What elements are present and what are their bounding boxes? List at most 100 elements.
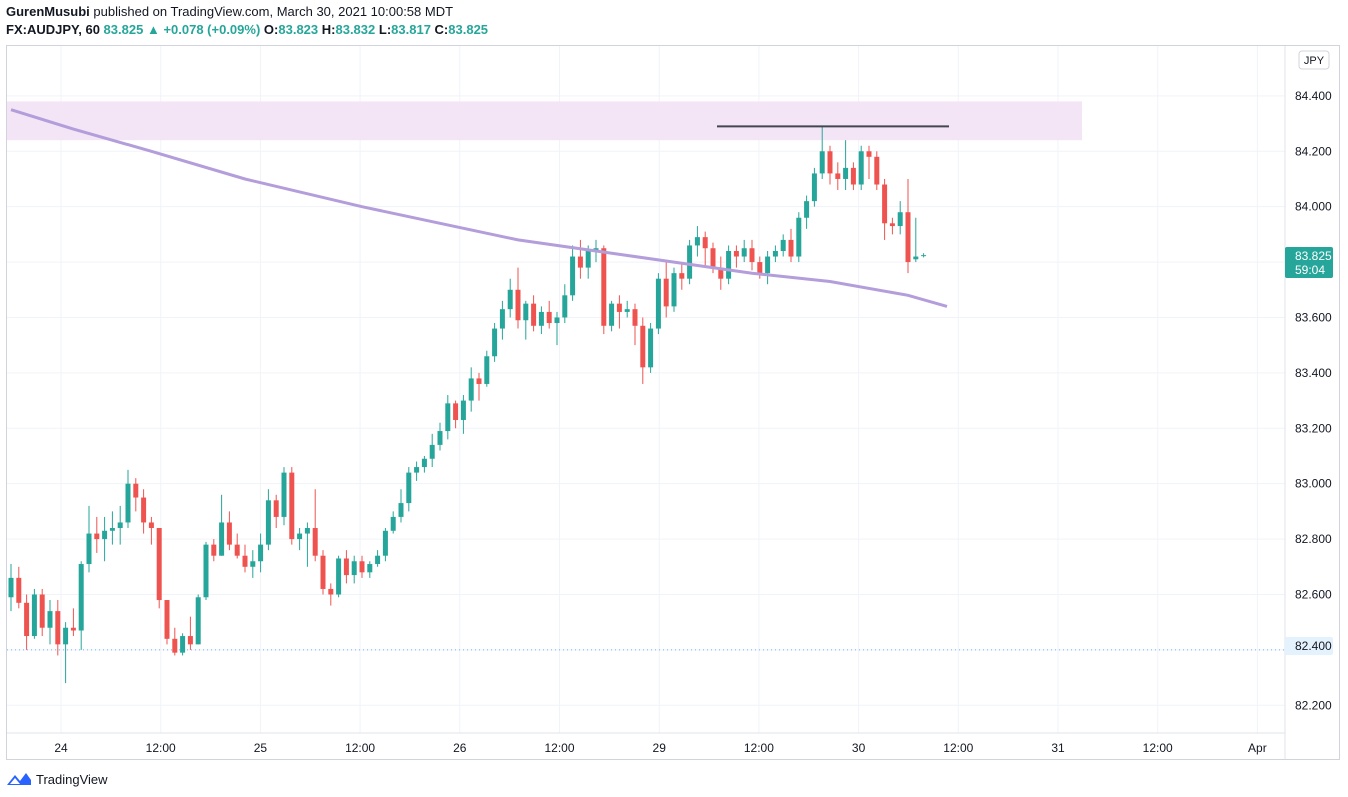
- candle: [835, 162, 841, 191]
- candle: [624, 300, 630, 318]
- candle-body: [733, 250, 739, 257]
- candle-body: [819, 151, 825, 174]
- reference-price-label: 82.400: [1285, 637, 1333, 655]
- tradingview-brand: TradingView: [36, 771, 108, 787]
- candle: [655, 273, 661, 335]
- candle-body: [242, 555, 248, 567]
- candle: [203, 541, 209, 601]
- candle-body: [913, 256, 919, 260]
- candle: [562, 284, 568, 324]
- candle: [304, 522, 310, 567]
- candle: [211, 539, 217, 562]
- high-label: H:: [321, 22, 336, 37]
- candle-body: [133, 483, 139, 498]
- low-label: L:: [378, 22, 392, 37]
- candle-body: [109, 528, 115, 531]
- candle: [265, 489, 271, 551]
- candle: [94, 516, 100, 553]
- candle: [476, 372, 482, 401]
- candle-body: [788, 239, 794, 257]
- candle-body: [874, 156, 880, 185]
- candle-body: [390, 516, 396, 531]
- candle-body: [102, 530, 108, 540]
- candle: [226, 511, 232, 551]
- candle: [804, 195, 810, 229]
- chart-frame[interactable]: 82.200 82.600 82.800 83.000 83.200 83.400 83.6…: [6, 45, 1340, 760]
- candle-body: [694, 237, 700, 246]
- candle: [78, 561, 84, 650]
- candle: [382, 528, 388, 562]
- candle-body: [55, 611, 61, 645]
- candle-body: [180, 636, 186, 653]
- price-tick-label: 83.600: [1295, 310, 1332, 324]
- resistance-zone[interactable]: [7, 101, 1082, 141]
- price-axis[interactable]: 82.200 82.600 82.800 83.000 83.200 83.400 83.6…: [1295, 89, 1332, 712]
- candle-body: [258, 544, 264, 562]
- price-change: +0.078 (+0.09%): [163, 22, 261, 37]
- candle: [468, 367, 474, 412]
- candle: [546, 300, 552, 329]
- candle-body: [718, 267, 724, 279]
- candle-body: [429, 444, 435, 459]
- bar-countdown: 59:04: [1295, 263, 1325, 277]
- candle: [70, 608, 76, 637]
- candle: [616, 295, 622, 329]
- author-name[interactable]: GurenMusubi: [6, 4, 90, 19]
- close-label: C:: [434, 22, 449, 37]
- symbol-legend: FX:AUDJPY, 60 83.825 ▲ +0.078 (+0.09%) O…: [6, 22, 488, 37]
- candle: [16, 566, 22, 609]
- candle-body: [772, 250, 778, 257]
- candle: [648, 323, 654, 373]
- price-tick-label: 84.200: [1295, 144, 1332, 158]
- time-tick-label: 12:00: [1143, 741, 1173, 755]
- time-tick-label: 31: [1051, 741, 1065, 755]
- candle: [733, 245, 739, 268]
- candle-body: [219, 522, 225, 556]
- candle: [187, 616, 193, 650]
- candle: [601, 245, 607, 335]
- candle-body: [8, 577, 14, 598]
- candle: [679, 262, 685, 290]
- tradingview-footer[interactable]: TradingView: [6, 769, 108, 789]
- candle: [843, 140, 849, 191]
- candle-body: [882, 184, 888, 224]
- candle: [242, 544, 248, 573]
- candle-body: [515, 289, 521, 321]
- candle: [289, 467, 295, 545]
- candle: [421, 455, 427, 473]
- candle: [827, 145, 833, 185]
- candle: [406, 467, 412, 512]
- candle: [663, 262, 669, 318]
- candle-body: [499, 309, 505, 329]
- candle-body: [234, 544, 240, 556]
- candle: [141, 489, 147, 534]
- candle-body: [811, 173, 817, 202]
- change-arrow-icon: ▲: [146, 22, 160, 37]
- candle: [63, 622, 69, 684]
- price-chart[interactable]: 82.200 82.600 82.800 83.000 83.200 83.400 83.6…: [7, 46, 1339, 759]
- candle: [250, 550, 256, 578]
- candle: [117, 505, 123, 545]
- price-tick-label: 83.000: [1295, 477, 1332, 491]
- candle: [336, 555, 342, 598]
- candle-body: [156, 528, 162, 601]
- candle: [905, 178, 911, 274]
- currency-button[interactable]: JPY: [1298, 50, 1330, 70]
- candle: [172, 627, 178, 656]
- candle-body: [398, 503, 404, 517]
- candle-body: [382, 530, 388, 556]
- time-tick-label: 12:00: [146, 741, 176, 755]
- candle-body: [351, 561, 357, 576]
- candle: [889, 217, 895, 235]
- candle-body: [375, 555, 381, 565]
- candle-body: [492, 328, 498, 357]
- candle: [328, 583, 334, 606]
- candle-body: [531, 303, 537, 326]
- candle-body: [835, 173, 841, 179]
- candle-body: [414, 467, 420, 473]
- time-axis[interactable]: 24 12:00 25 12:00 26 12:00 29 12:00 30 12:00 31 12:…: [54, 741, 1266, 755]
- candle-body: [757, 262, 763, 274]
- candle: [811, 167, 817, 207]
- currency-label: JPY: [1304, 55, 1325, 67]
- candle: [850, 162, 856, 191]
